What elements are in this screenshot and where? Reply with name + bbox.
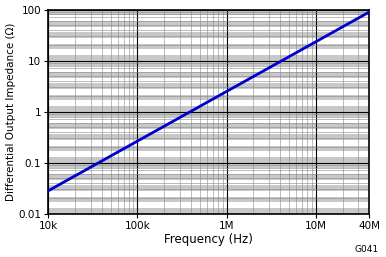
- Bar: [48, 185, 369, 191]
- Bar: [48, 112, 369, 117]
- Bar: [48, 191, 369, 197]
- X-axis label: Frequency (Hz): Frequency (Hz): [164, 233, 253, 246]
- Bar: [48, 100, 369, 106]
- Bar: [48, 10, 369, 15]
- Bar: [48, 117, 369, 123]
- Bar: [48, 21, 369, 26]
- Bar: [48, 66, 369, 72]
- Bar: [48, 83, 369, 89]
- Bar: [48, 208, 369, 214]
- Bar: [48, 26, 369, 32]
- Bar: [48, 123, 369, 128]
- Bar: [48, 134, 369, 140]
- Y-axis label: Differential Output Impedance (Ω): Differential Output Impedance (Ω): [5, 22, 15, 201]
- Bar: [48, 157, 369, 163]
- Bar: [48, 163, 369, 168]
- Bar: [48, 72, 369, 78]
- Bar: [48, 151, 369, 157]
- Bar: [48, 174, 369, 180]
- Bar: [48, 78, 369, 83]
- Bar: [48, 61, 369, 66]
- Bar: [48, 106, 369, 112]
- Bar: [48, 32, 369, 38]
- Bar: [48, 180, 369, 185]
- Bar: [48, 140, 369, 145]
- Bar: [48, 43, 369, 49]
- Bar: [48, 15, 369, 21]
- Bar: [48, 145, 369, 151]
- Bar: [48, 38, 369, 43]
- Bar: [48, 89, 369, 95]
- Bar: [48, 168, 369, 174]
- Text: G041: G041: [354, 245, 378, 254]
- Bar: [48, 55, 369, 61]
- Bar: [48, 202, 369, 208]
- Bar: [48, 197, 369, 202]
- Bar: [48, 95, 369, 100]
- Bar: [48, 49, 369, 55]
- Bar: [48, 128, 369, 134]
